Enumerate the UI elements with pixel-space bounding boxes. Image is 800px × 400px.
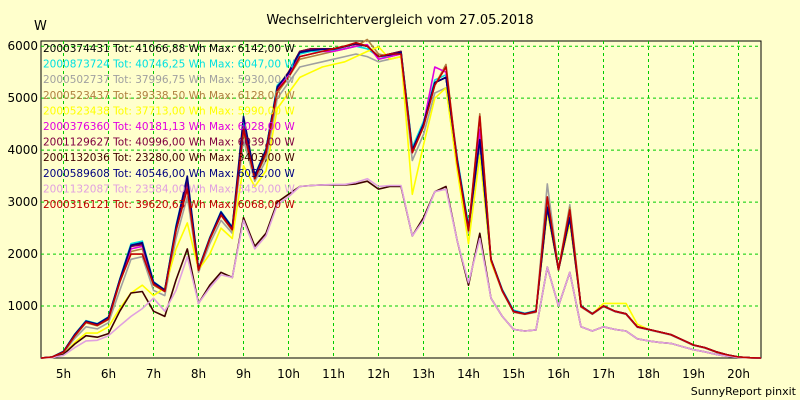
x-tick-label: 9h bbox=[236, 367, 251, 381]
x-tick-label: 5h bbox=[56, 367, 71, 381]
x-tick-label: 15h bbox=[502, 367, 525, 381]
x-tick-label: 7h bbox=[146, 367, 161, 381]
chart-title: Wechselrichtervergleich vom 27.05.2018 bbox=[266, 13, 533, 28]
x-tick-label: 11h bbox=[322, 367, 345, 381]
plot-area bbox=[40, 40, 762, 359]
legend-entry: 2000374431 Tot: 41066,88 Wh Max: 6142,00… bbox=[43, 43, 295, 55]
x-tick-label: 18h bbox=[637, 367, 660, 381]
y-ticks: 1000 2000 3000 4000 5000 6000 bbox=[7, 39, 38, 313]
legend-entry: 2000376360 Tot: 40181,13 Wh Max: 6028,00… bbox=[43, 121, 295, 133]
series-line-10 bbox=[40, 177, 762, 359]
x-tick-label: 16h bbox=[547, 367, 570, 381]
legend-entry: 2000316121 Tot: 39620,63 Wh Max: 6068,00… bbox=[43, 199, 295, 211]
y-tick-label: 6000 bbox=[7, 39, 38, 53]
legend: 2000374431 Tot: 41066,88 Wh Max: 6142,00… bbox=[43, 43, 295, 211]
legend-entry: 2001129627 Tot: 40996,00 Wh Max: 6039,00… bbox=[43, 137, 295, 149]
legend-entry: 2001132036 Tot: 23280,00 Wh Max: 3403,00… bbox=[43, 152, 295, 164]
x-tick-label: 20h bbox=[727, 367, 750, 381]
x-tick-label: 10h bbox=[277, 367, 300, 381]
y-tick-label: 5000 bbox=[7, 91, 38, 105]
y-tick-label: 2000 bbox=[7, 247, 38, 261]
legend-entry: 2000502737 Tot: 37996,75 Wh Max: 5930,00… bbox=[43, 74, 295, 86]
legend-entry: 2000523437 Tot: 39338,50 Wh Max: 6128,00… bbox=[43, 90, 295, 102]
series-layer bbox=[40, 38, 762, 359]
x-tick-label: 8h bbox=[191, 367, 206, 381]
footer-credit: SunnyReport pinxit bbox=[691, 385, 797, 398]
x-tick-label: 13h bbox=[412, 367, 435, 381]
x-tick-label: 14h bbox=[457, 367, 480, 381]
x-ticks: 5h 6h 7h 8h 9h 10h 11h 12h 13h 14h 15h 16h 17h 18h 19h… bbox=[56, 367, 750, 381]
y-tick-label: 3000 bbox=[7, 195, 38, 209]
y-tick-label: 4000 bbox=[7, 143, 38, 157]
legend-entry: 2001132087 Tot: 23584,00 Wh Max: 3450,00… bbox=[43, 183, 295, 195]
x-tick-label: 17h bbox=[592, 367, 615, 381]
y-tick-label: 1000 bbox=[7, 299, 38, 313]
legend-entry: 2000873724 Tot: 40746,25 Wh Max: 6047,00… bbox=[43, 59, 295, 71]
x-tick-label: 12h bbox=[367, 367, 390, 381]
legend-entry: 2000523438 Tot: 37713,00 Wh Max: 5990,00… bbox=[43, 105, 295, 117]
series-line-11 bbox=[40, 41, 762, 359]
x-tick-label: 6h bbox=[101, 367, 116, 381]
legend-entry: 2000589608 Tot: 40546,00 Wh Max: 6052,00… bbox=[43, 168, 295, 180]
y-axis-label: W bbox=[34, 19, 47, 34]
x-tick-label: 19h bbox=[682, 367, 705, 381]
